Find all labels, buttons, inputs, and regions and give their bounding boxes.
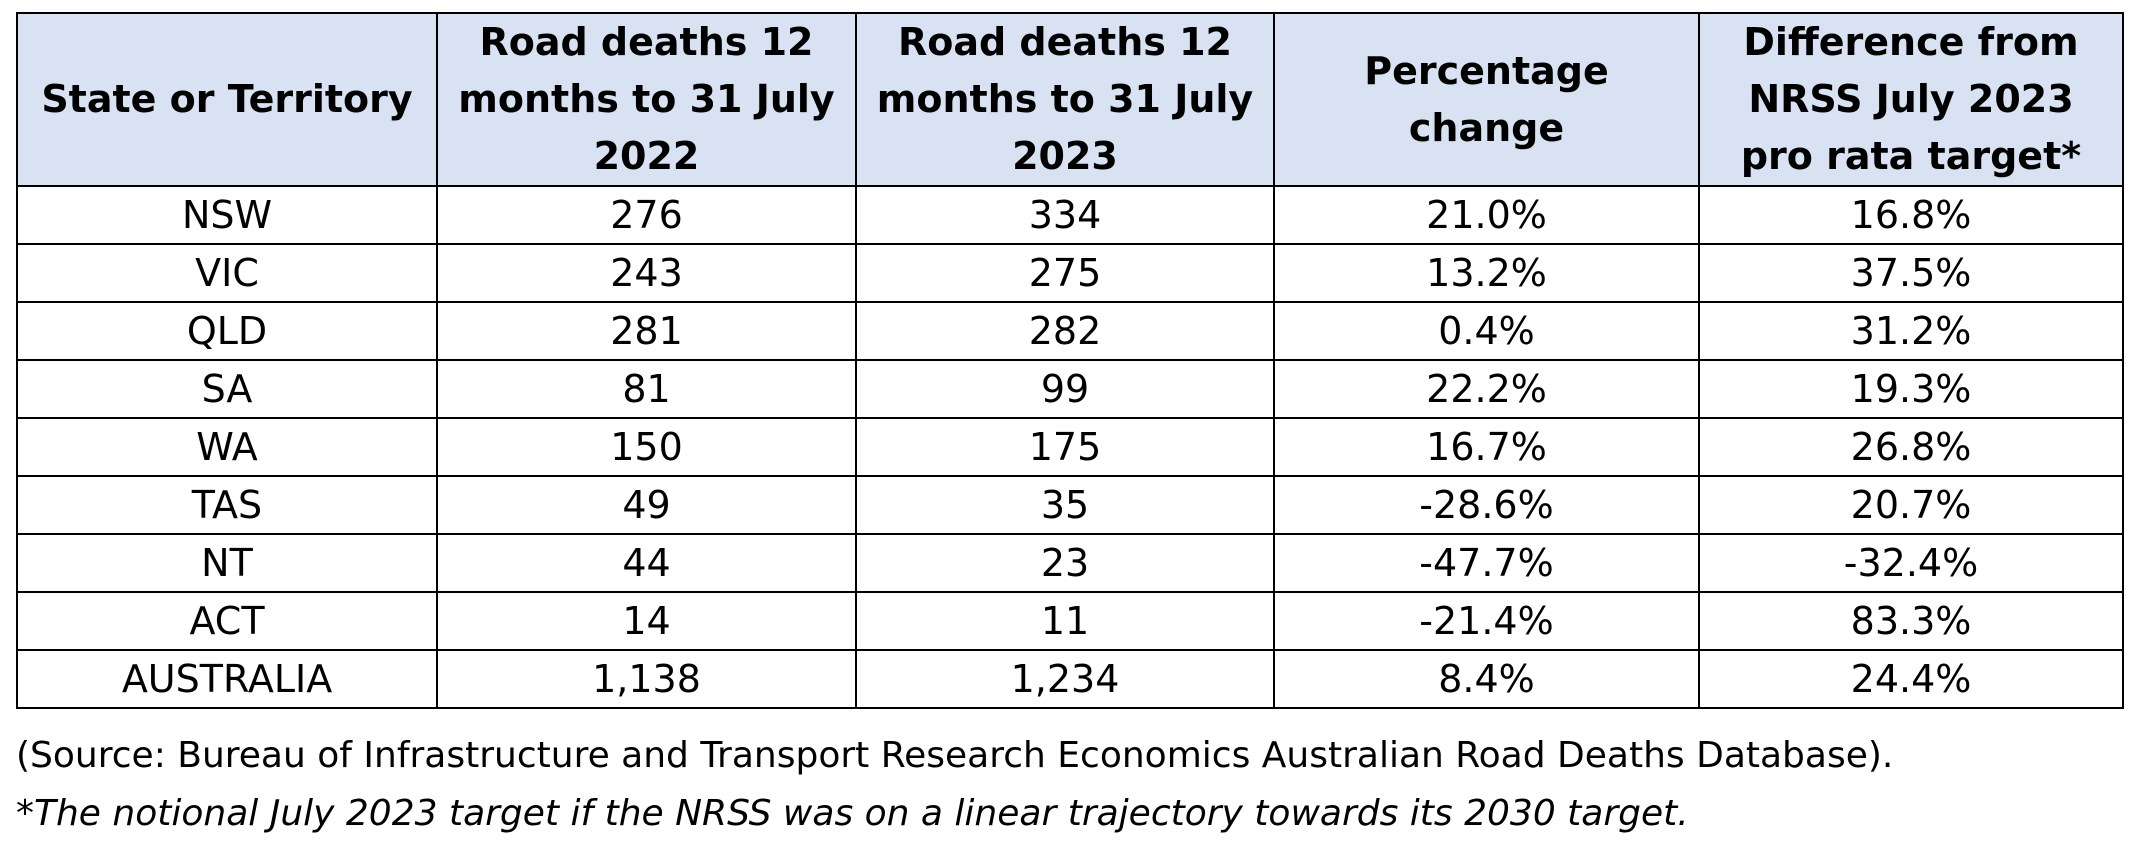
header-state-or-territory: State or Territory xyxy=(16,12,438,187)
cell-state: WA xyxy=(16,417,438,477)
cell-deaths-2022: 243 xyxy=(436,243,857,303)
cell-deaths-2022: 49 xyxy=(436,475,857,535)
cell-difference-from-target: 19.3% xyxy=(1698,359,2124,419)
cell-percentage-change: 21.0% xyxy=(1273,185,1700,245)
cell-deaths-2023: 1,234 xyxy=(855,649,1275,709)
cell-percentage-change: 8.4% xyxy=(1273,649,1700,709)
header-difference-from-target: Difference from NRSS July 2023 pro rata … xyxy=(1698,12,2124,187)
cell-state: NSW xyxy=(16,185,438,245)
header-percentage-change: Percentage change xyxy=(1273,12,1700,187)
target-footnote: *The notional July 2023 target if the NR… xyxy=(16,793,1689,834)
road-deaths-document: State or Territory Road deaths 12 months… xyxy=(16,12,2124,843)
cell-difference-from-target: 20.7% xyxy=(1698,475,2124,535)
cell-deaths-2023: 23 xyxy=(855,533,1275,593)
source-note: (Source: Bureau of Infrastructure and Tr… xyxy=(16,735,1894,776)
header-row: State or Territory Road deaths 12 months… xyxy=(16,12,2124,187)
cell-deaths-2022: 276 xyxy=(436,185,857,245)
header-road-deaths-2023: Road deaths 12 months to 31 July 2023 xyxy=(855,12,1275,187)
cell-deaths-2023: 99 xyxy=(855,359,1275,419)
cell-deaths-2023: 334 xyxy=(855,185,1275,245)
cell-deaths-2023: 11 xyxy=(855,591,1275,651)
cell-state: VIC xyxy=(16,243,438,303)
cell-percentage-change: 0.4% xyxy=(1273,301,1700,361)
table-header: State or Territory Road deaths 12 months… xyxy=(16,12,2124,187)
cell-percentage-change: -21.4% xyxy=(1273,591,1700,651)
table-row: QLD 281 282 0.4% 31.2% xyxy=(16,301,2124,361)
cell-state: QLD xyxy=(16,301,438,361)
cell-state: TAS xyxy=(16,475,438,535)
cell-percentage-change: 13.2% xyxy=(1273,243,1700,303)
table-row: ACT 14 11 -21.4% 83.3% xyxy=(16,591,2124,651)
cell-difference-from-target: 26.8% xyxy=(1698,417,2124,477)
table-row: NT 44 23 -47.7% -32.4% xyxy=(16,533,2124,593)
cell-difference-from-target: 31.2% xyxy=(1698,301,2124,361)
cell-difference-from-target: 37.5% xyxy=(1698,243,2124,303)
cell-difference-from-target: -32.4% xyxy=(1698,533,2124,593)
table-row: SA 81 99 22.2% 19.3% xyxy=(16,359,2124,419)
cell-deaths-2022: 1,138 xyxy=(436,649,857,709)
cell-percentage-change: 16.7% xyxy=(1273,417,1700,477)
table-notes: (Source: Bureau of Infrastructure and Tr… xyxy=(16,727,2122,843)
table-row-total: AUSTRALIA 1,138 1,234 8.4% 24.4% xyxy=(16,649,2124,709)
table-row: NSW 276 334 21.0% 16.8% xyxy=(16,185,2124,245)
cell-deaths-2022: 44 xyxy=(436,533,857,593)
cell-state: AUSTRALIA xyxy=(16,649,438,709)
cell-deaths-2022: 150 xyxy=(436,417,857,477)
road-deaths-table: State or Territory Road deaths 12 months… xyxy=(16,12,2124,709)
cell-state: NT xyxy=(16,533,438,593)
table-body: NSW 276 334 21.0% 16.8% VIC 243 275 13.2… xyxy=(16,185,2124,709)
cell-difference-from-target: 16.8% xyxy=(1698,185,2124,245)
cell-difference-from-target: 83.3% xyxy=(1698,591,2124,651)
cell-state: ACT xyxy=(16,591,438,651)
cell-percentage-change: 22.2% xyxy=(1273,359,1700,419)
cell-deaths-2022: 81 xyxy=(436,359,857,419)
cell-deaths-2023: 175 xyxy=(855,417,1275,477)
cell-deaths-2023: 275 xyxy=(855,243,1275,303)
table-row: TAS 49 35 -28.6% 20.7% xyxy=(16,475,2124,535)
cell-percentage-change: -28.6% xyxy=(1273,475,1700,535)
cell-deaths-2023: 282 xyxy=(855,301,1275,361)
cell-deaths-2022: 281 xyxy=(436,301,857,361)
header-road-deaths-2022: Road deaths 12 months to 31 July 2022 xyxy=(436,12,857,187)
cell-percentage-change: -47.7% xyxy=(1273,533,1700,593)
cell-difference-from-target: 24.4% xyxy=(1698,649,2124,709)
cell-deaths-2022: 14 xyxy=(436,591,857,651)
cell-state: SA xyxy=(16,359,438,419)
cell-deaths-2023: 35 xyxy=(855,475,1275,535)
table-row: WA 150 175 16.7% 26.8% xyxy=(16,417,2124,477)
table-row: VIC 243 275 13.2% 37.5% xyxy=(16,243,2124,303)
